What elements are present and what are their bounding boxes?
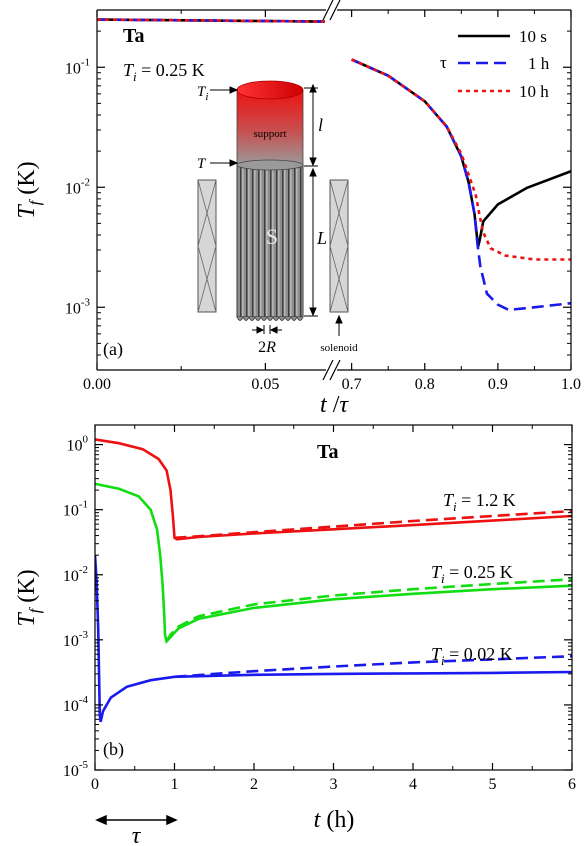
panel-a-frame bbox=[96, 9, 572, 371]
dim-L-label: L bbox=[316, 228, 327, 248]
panel-b-material: Ta bbox=[317, 441, 339, 463]
tau-label: τ bbox=[132, 823, 142, 846]
t-arrow-label: T bbox=[197, 156, 207, 172]
solenoid-label: solenoid bbox=[320, 342, 358, 354]
support-cylinder bbox=[236, 80, 304, 171]
ti-arrow-label: Ti bbox=[197, 84, 208, 103]
series-ti-0.25-solid bbox=[95, 482, 572, 644]
legend-tau: τ bbox=[440, 53, 447, 72]
y-tick-label: 10-2 bbox=[65, 176, 90, 197]
x-tick-label: 5 bbox=[489, 776, 497, 793]
x-tick-label: 4 bbox=[409, 776, 417, 793]
x-tick-label: 1.0 bbox=[561, 376, 581, 393]
tau-arrow bbox=[95, 814, 178, 826]
solenoid-left bbox=[197, 179, 217, 313]
x-tick-label: 0.8 bbox=[415, 376, 435, 393]
series-ti-0.02-dashed bbox=[174, 654, 572, 679]
y-tick-label: 10-5 bbox=[63, 759, 89, 780]
x-tick-label: 2 bbox=[250, 776, 258, 793]
panel-a-xlabel: t /τ bbox=[320, 392, 349, 418]
label-ti-0.25: Ti = 0.25 K bbox=[431, 562, 513, 586]
y-tick-label: 10-3 bbox=[65, 296, 91, 317]
panel-a-letter: (a) bbox=[103, 339, 123, 360]
panel-b-xlabel: t (h) bbox=[314, 807, 355, 833]
panel-b-curves bbox=[95, 438, 572, 723]
y-tick-label: 10-1 bbox=[63, 499, 88, 520]
series-10h-line-right bbox=[351, 58, 571, 261]
x-tick-label: 0.9 bbox=[488, 376, 508, 393]
series-10s-line-right bbox=[351, 58, 571, 247]
series-ti-0.25-dashed bbox=[165, 578, 572, 642]
sample-label: S bbox=[266, 224, 278, 249]
panel-a-ylabel: Tf (K) bbox=[14, 161, 44, 218]
x-tick-label: 0 bbox=[91, 776, 99, 793]
series-ti-0.02-solid bbox=[95, 555, 572, 723]
panel-b-letter: (b) bbox=[103, 739, 124, 760]
x-tick-label: 6 bbox=[568, 776, 576, 793]
x-tick-label: 1 bbox=[171, 776, 179, 793]
panel-a: 0.00 0.05 0.7 0.8 0.9 1.010-310-210-1 Tf (K) … bbox=[14, 0, 581, 418]
sample-schematic: S support bbox=[197, 80, 358, 356]
legend-label-10s: 10 s bbox=[519, 27, 547, 46]
panel-a-ticks: 0.00 0.05 0.7 0.8 0.9 1.0 10-3 10-2 10-1 bbox=[65, 10, 581, 393]
panel-b: 0 1 2 3 4 5 6 10-5 10-4 10-3 10-2 10-1 100 Tf (K) t … bbox=[14, 424, 576, 846]
support-label: support bbox=[254, 128, 287, 140]
label-ti-0.02: Ti = 0.02 K bbox=[431, 644, 513, 668]
y-tick-label: 10-2 bbox=[63, 564, 88, 585]
y-tick-label: 10-1 bbox=[65, 56, 90, 77]
y-tick-label: 10-3 bbox=[63, 629, 89, 650]
legend-label-10h: 10 h bbox=[519, 82, 549, 101]
series-ti-1.2-dashed bbox=[174, 509, 572, 540]
y-tick-label: 10-4 bbox=[63, 694, 89, 715]
series-10h-line-left bbox=[97, 18, 325, 23]
legend-label-1h: 1 h bbox=[528, 54, 550, 73]
label-ti-1.2: Ti = 1.2 K bbox=[443, 490, 516, 514]
dimension-marks bbox=[210, 83, 343, 336]
panel-a-ti-label: Ti = 0.25 K bbox=[123, 60, 205, 84]
dim-l-label: l bbox=[318, 115, 323, 135]
panel-b-ylabel: Tf (K) bbox=[14, 569, 44, 626]
panel-a-curves bbox=[97, 18, 571, 312]
x-tick-label: 3 bbox=[330, 776, 338, 793]
y-tick-label: 100 bbox=[67, 434, 89, 455]
panel-b-ticks: 0 1 2 3 4 5 6 10-5 10-4 10-3 10-2 10-1 100 bbox=[63, 424, 576, 793]
axis-break-marks bbox=[322, 0, 341, 381]
x-tick-label: 0.05 bbox=[251, 376, 279, 393]
x-tick-label: 0.7 bbox=[342, 376, 362, 393]
solenoid-right bbox=[329, 179, 349, 313]
sample-rods bbox=[236, 164, 304, 321]
panel-a-legend: 10 s τ 1 h 10 h bbox=[440, 27, 550, 101]
x-tick-label: 0.00 bbox=[83, 376, 111, 393]
panel-a-material: Ta bbox=[123, 25, 145, 47]
dim-2R-label: 2R bbox=[258, 339, 276, 356]
